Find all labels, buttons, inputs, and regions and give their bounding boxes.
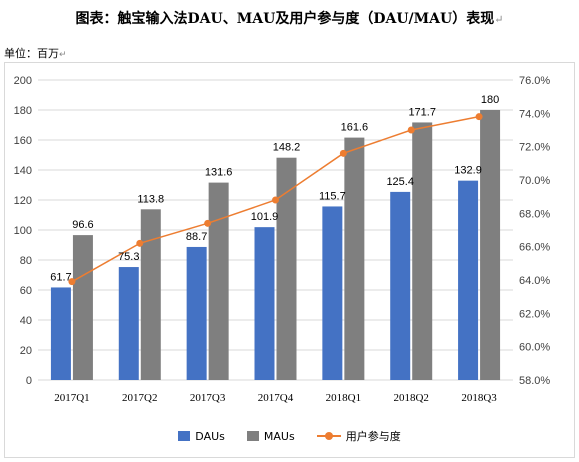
chart-title-text: 图表：触宝输入法DAU、MAU及用户参与度（DAU/MAU）表现 (75, 11, 495, 27)
point-engagement (407, 126, 415, 134)
data-label-mau: 148.2 (273, 142, 301, 154)
y-tick-right: 60.0% (519, 342, 550, 354)
y-tick-right: 58.0% (519, 375, 550, 387)
bar-mau (480, 110, 501, 380)
bar-dau (50, 287, 71, 380)
y-tick-left: 20 (20, 345, 32, 357)
unit-return-mark: ↵ (59, 50, 67, 60)
y-tick-right: 66.0% (519, 242, 550, 254)
legend-label-engagement: 用户参与度 (345, 430, 401, 443)
legend-swatch-daus (178, 431, 191, 441)
data-label-dau: 75.3 (118, 251, 139, 263)
data-label-dau: 132.9 (454, 165, 482, 177)
y-tick-left: 100 (14, 225, 32, 237)
x-tick-label: 2018Q2 (393, 392, 428, 404)
data-label-dau: 88.7 (186, 231, 207, 243)
y-tick-left: 0 (26, 375, 32, 387)
x-tick-label: 2017Q4 (258, 392, 294, 404)
point-engagement (68, 278, 76, 286)
y-tick-left: 160 (14, 135, 32, 147)
y-tick-left: 140 (14, 165, 32, 177)
unit-label: 单位：百万↵ (4, 45, 67, 61)
data-label-mau: 96.6 (72, 219, 93, 231)
legend-item-maus: MAUs (246, 429, 295, 443)
y-tick-left: 200 (14, 75, 32, 87)
data-label-mau: 161.6 (341, 122, 369, 134)
bar-mau (140, 209, 161, 380)
point-engagement (475, 113, 483, 121)
point-engagement (136, 239, 144, 247)
x-tick-label: 2017Q3 (190, 392, 226, 404)
x-tick-label: 2018Q3 (461, 392, 497, 404)
y-tick-right: 74.0% (519, 108, 550, 120)
bar-mau (208, 182, 229, 380)
y-tick-right: 62.0% (519, 308, 550, 320)
point-engagement (204, 219, 212, 227)
y-tick-left: 40 (20, 315, 32, 327)
x-tick-label: 2017Q2 (122, 392, 157, 404)
y-tick-right: 76.0% (519, 75, 550, 87)
y-tick-left: 60 (20, 285, 32, 297)
chart-title: 图表：触宝输入法DAU、MAU及用户参与度（DAU/MAU）表现↵ (0, 8, 579, 28)
data-label-dau: 115.7 (319, 190, 346, 202)
point-engagement (272, 196, 279, 204)
bar-mau (412, 122, 433, 380)
y-tick-left: 80 (20, 255, 32, 267)
y-tick-left: 180 (14, 105, 32, 117)
chart-panel (4, 62, 575, 458)
bar-dau (118, 267, 139, 380)
x-tick-label: 2018Q1 (326, 392, 361, 404)
bar-dau (254, 227, 275, 380)
data-label-dau: 125.4 (386, 176, 414, 188)
bar-dau (186, 246, 207, 380)
y-tick-right: 64.0% (519, 275, 550, 287)
bar-mau (344, 137, 365, 380)
data-label-mau: 171.7 (408, 106, 436, 118)
legend-label-daus: DAUs (195, 429, 225, 443)
data-label-dau: 61.7 (50, 271, 71, 283)
legend: DAUs MAUs 用户参与度 (0, 428, 579, 444)
y-tick-left: 120 (14, 195, 32, 207)
data-label-dau: 101.9 (251, 211, 279, 223)
legend-label-maus: MAUs (263, 429, 295, 443)
bar-dau (458, 180, 479, 380)
return-mark: ↵ (494, 13, 504, 26)
point-engagement (339, 149, 347, 157)
bar-dau (322, 206, 343, 380)
data-label-mau: 131.6 (205, 167, 233, 179)
y-tick-right: 68.0% (519, 208, 550, 220)
legend-swatch-engagement (316, 431, 341, 441)
bar-mau (72, 235, 93, 380)
bar-dau (390, 191, 411, 380)
data-label-mau: 180 (481, 94, 499, 106)
unit-label-text: 单位：百万 (4, 47, 59, 60)
y-tick-right: 70.0% (519, 175, 550, 187)
legend-swatch-maus (246, 431, 259, 441)
bar-mau (276, 157, 297, 380)
y-tick-right: 72.0% (519, 142, 550, 154)
x-tick-label: 2017Q1 (54, 392, 89, 404)
legend-item-daus: DAUs (178, 430, 225, 443)
legend-item-engagement: 用户参与度 (316, 428, 401, 444)
data-label-mau: 113.8 (137, 193, 164, 205)
